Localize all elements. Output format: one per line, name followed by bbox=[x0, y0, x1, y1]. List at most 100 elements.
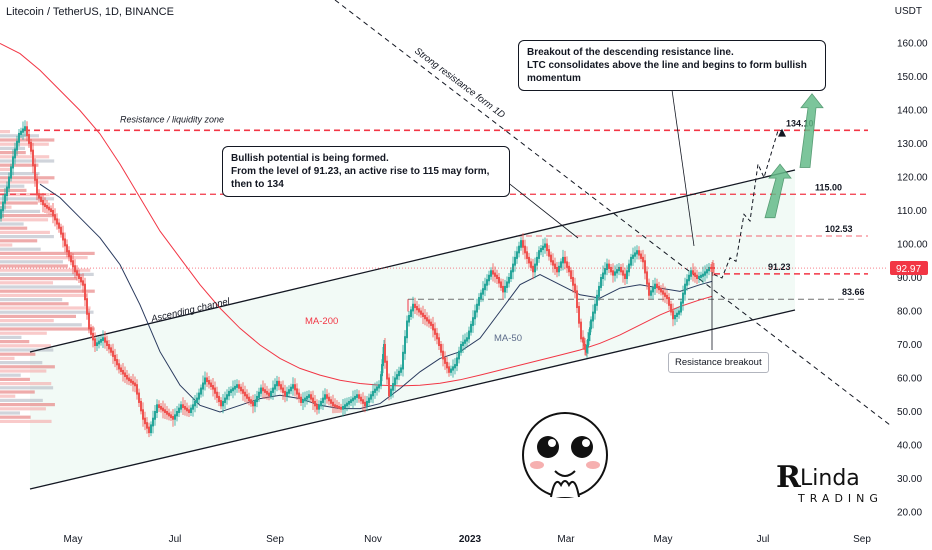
candle-body bbox=[644, 260, 646, 274]
candle-body bbox=[392, 383, 394, 391]
candle-body bbox=[218, 395, 220, 403]
candle-body bbox=[590, 319, 592, 330]
candle-body bbox=[606, 263, 608, 271]
candle-body bbox=[386, 360, 388, 380]
candle-body bbox=[336, 405, 338, 408]
candle-body bbox=[368, 397, 370, 403]
volume-profile-bar bbox=[0, 159, 55, 163]
candle-body bbox=[694, 272, 696, 277]
candle-body bbox=[282, 387, 284, 393]
candle-body bbox=[420, 310, 422, 315]
candle-body bbox=[68, 250, 70, 258]
volume-profile-bar bbox=[0, 214, 55, 218]
volume-profile-bar bbox=[0, 176, 55, 180]
channel-fill bbox=[30, 170, 795, 489]
candle-body bbox=[118, 363, 120, 370]
candle-body bbox=[528, 256, 530, 264]
candle-body bbox=[304, 397, 306, 402]
logo-initial: R bbox=[776, 460, 801, 495]
volume-profile-bar bbox=[0, 184, 25, 188]
logo-brand: Linda bbox=[800, 466, 860, 491]
candle-body bbox=[378, 384, 380, 389]
candle-body bbox=[2, 201, 4, 212]
time-axis: May Jul Sep Nov 2023 Mar May Jul Sep bbox=[64, 534, 872, 545]
price-tick-label: 110.00 bbox=[897, 206, 927, 217]
candle-body bbox=[66, 244, 68, 253]
price-tick-label: 70.00 bbox=[897, 340, 922, 351]
candle-body bbox=[442, 350, 444, 360]
candle-body bbox=[152, 417, 154, 427]
volume-profile-bar bbox=[0, 235, 54, 239]
resistance-breakout-badge: Resistance breakout bbox=[668, 352, 769, 373]
candle-body bbox=[458, 350, 460, 360]
candle-body bbox=[612, 270, 614, 276]
candle-body bbox=[682, 292, 684, 304]
candle-body bbox=[622, 270, 624, 276]
candle-body bbox=[628, 263, 630, 273]
price-tick-label: 130.00 bbox=[897, 139, 928, 150]
candle-body bbox=[412, 303, 414, 312]
candle-body bbox=[344, 404, 346, 408]
volume-profile-bar bbox=[0, 386, 54, 390]
volume-profile-bar bbox=[0, 243, 13, 247]
volume-profile-bar bbox=[0, 356, 15, 360]
candle-body bbox=[56, 218, 58, 225]
candle-body bbox=[696, 274, 698, 279]
candle-body bbox=[381, 364, 383, 377]
candle-body bbox=[524, 245, 526, 254]
candle-body bbox=[602, 272, 604, 279]
candle-body bbox=[506, 281, 508, 288]
volume-profile-bar bbox=[0, 302, 69, 306]
strong-resistance-label: Strong resistance form 1D bbox=[412, 46, 507, 121]
candle-body bbox=[588, 333, 590, 341]
candle-body bbox=[444, 357, 446, 364]
candle-body bbox=[92, 332, 94, 341]
candle-body bbox=[580, 321, 582, 340]
candle-body bbox=[60, 226, 62, 235]
candle-body bbox=[146, 422, 148, 429]
candle-body bbox=[204, 377, 206, 385]
volume-profile-bar bbox=[0, 306, 91, 310]
candle-body bbox=[426, 317, 428, 322]
candle-body bbox=[160, 405, 162, 410]
candle-body bbox=[583, 340, 585, 346]
candle-body bbox=[188, 409, 190, 413]
candle-body bbox=[70, 255, 72, 263]
candle-body bbox=[324, 394, 326, 400]
candle-body bbox=[614, 271, 616, 276]
candle-body bbox=[364, 401, 366, 407]
price-tick-label: 60.00 bbox=[897, 374, 922, 385]
candle-body bbox=[116, 359, 118, 366]
candle-body bbox=[560, 261, 562, 268]
candle-body bbox=[568, 265, 570, 273]
candle-body bbox=[692, 270, 694, 275]
price-tick-label: 40.00 bbox=[897, 441, 922, 452]
volume-profile-bar bbox=[0, 289, 95, 293]
volume-profile-bar bbox=[0, 407, 46, 411]
candle-body bbox=[52, 210, 54, 217]
candle-body bbox=[558, 265, 560, 273]
candle-body bbox=[16, 140, 18, 151]
candle-body bbox=[120, 367, 122, 372]
candle-body bbox=[238, 384, 240, 389]
candle-body bbox=[660, 288, 662, 293]
candle-body bbox=[334, 404, 336, 408]
candle-body bbox=[326, 394, 328, 399]
candle-body bbox=[272, 387, 274, 393]
time-tick-label: Jul bbox=[169, 534, 182, 545]
candle-body bbox=[640, 253, 642, 259]
candle-body bbox=[350, 399, 352, 403]
candle-body bbox=[232, 387, 234, 392]
candle-body bbox=[554, 263, 556, 269]
candle-body bbox=[250, 399, 252, 404]
candle-body bbox=[306, 395, 308, 400]
candle-body bbox=[424, 314, 426, 320]
candle-body bbox=[300, 396, 302, 403]
candle-body bbox=[322, 397, 324, 403]
candle-body bbox=[496, 274, 498, 279]
candle-body bbox=[498, 277, 500, 284]
candle-body bbox=[346, 402, 348, 407]
candle-body bbox=[484, 283, 486, 291]
candle-body bbox=[240, 386, 242, 392]
